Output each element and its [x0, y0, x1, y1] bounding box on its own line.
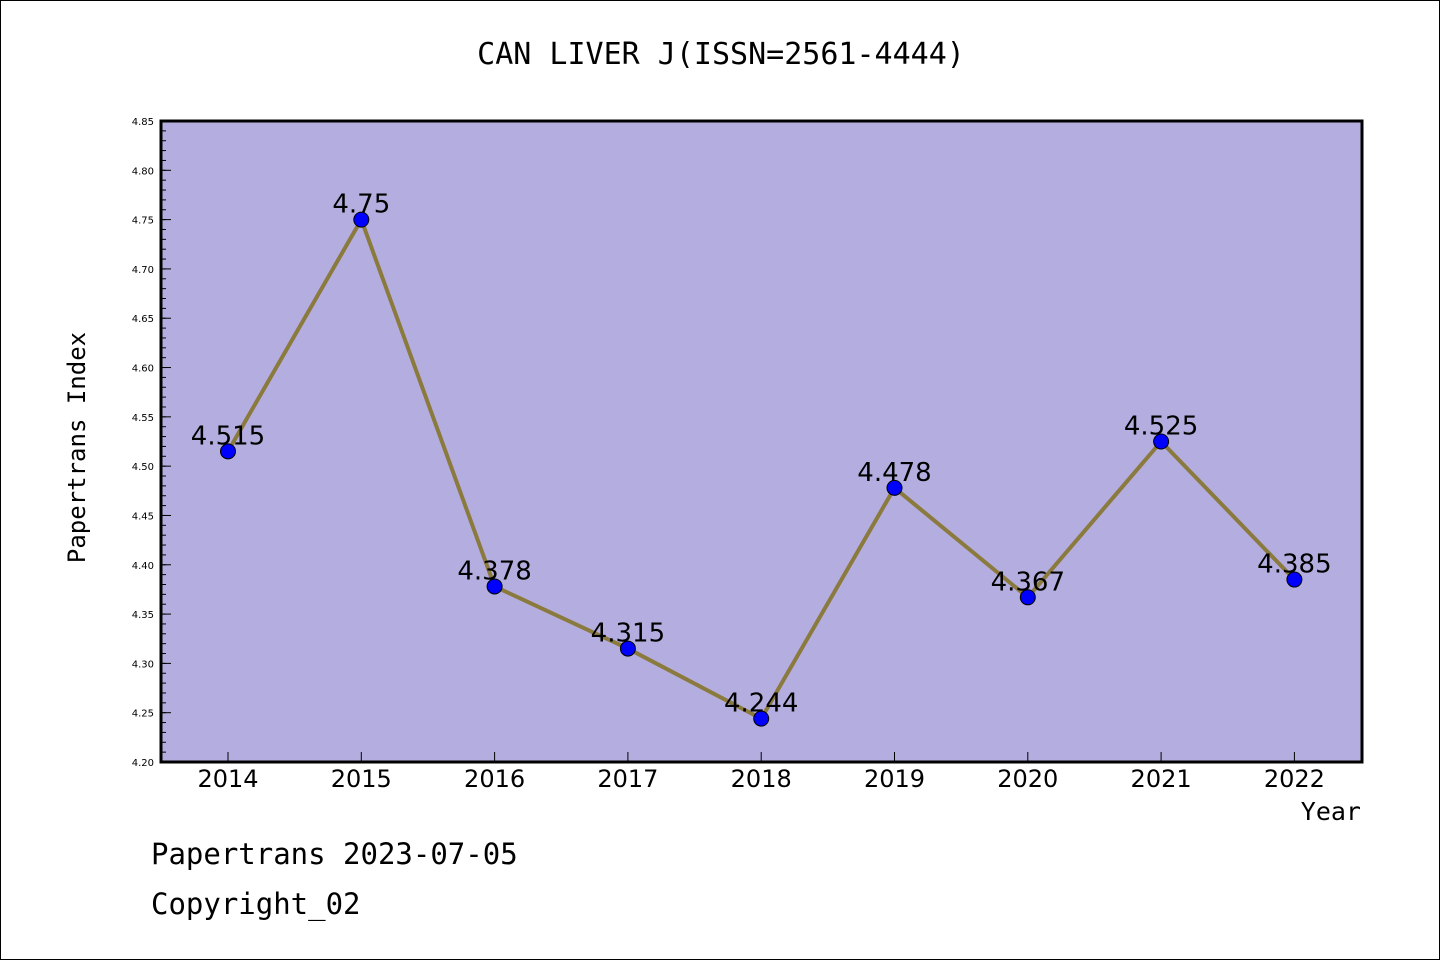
y-tick-label: 4.55 — [132, 413, 154, 424]
data-point — [486, 578, 503, 595]
data-point — [220, 443, 236, 460]
data-point — [1019, 589, 1036, 606]
y-tick-label: 4.80 — [132, 166, 154, 177]
y-tick-label: 4.75 — [132, 216, 154, 227]
data-label: 4.378 — [457, 556, 531, 586]
plot-border — [159, 119, 1364, 764]
y-tick-label: 4.45 — [132, 511, 154, 522]
x-tick-label: 2014 — [197, 765, 258, 793]
x-tick-label: 2020 — [997, 765, 1058, 793]
y-tick-label: 4.30 — [132, 659, 154, 670]
data-label: 4.367 — [991, 567, 1065, 597]
data-label: 4.385 — [1257, 550, 1331, 580]
x-tick-label: 2019 — [864, 765, 925, 793]
data-point — [1153, 433, 1170, 450]
chart-title: CAN LIVER J(ISSN=2561-4444) — [477, 37, 965, 72]
data-point — [353, 211, 370, 228]
y-tick-label: 4.35 — [132, 610, 154, 621]
y-axis-label: Papertrans Index — [63, 332, 91, 563]
data-label: 4.515 — [191, 421, 265, 451]
y-tick-label: 4.60 — [132, 364, 154, 375]
y-tick-label: 4.20 — [132, 758, 154, 769]
y-tick-label: 4.65 — [132, 314, 154, 325]
x-tick-label: 2017 — [597, 765, 658, 793]
x-tick-label: 2015 — [331, 765, 392, 793]
x-tick-label: 2022 — [1264, 765, 1325, 793]
data-point — [886, 479, 903, 496]
data-label: 4.478 — [857, 458, 931, 488]
x-axis-label: Year — [1301, 797, 1361, 826]
y-tick-label: 4.85 — [132, 117, 154, 128]
y-tick-label: 4.50 — [132, 462, 154, 473]
x-tick-label: 2021 — [1131, 765, 1192, 793]
y-tick-label: 4.25 — [132, 709, 154, 720]
footer-date: Papertrans 2023-07-05 — [151, 837, 518, 871]
y-tick-label: 4.70 — [132, 265, 154, 276]
data-label: 4.75 — [332, 190, 390, 220]
data-label: 4.525 — [1124, 412, 1198, 442]
x-tick-label: 2018 — [731, 765, 792, 793]
y-tick-label: 4.40 — [132, 561, 154, 572]
footer-copyright: Copyright_02 — [151, 887, 361, 921]
data-point — [1286, 571, 1303, 588]
data-point — [753, 710, 770, 727]
x-tick-label: 2016 — [464, 765, 525, 793]
data-label: 4.315 — [591, 619, 665, 649]
data-point — [619, 640, 636, 657]
data-label: 4.244 — [724, 689, 798, 719]
